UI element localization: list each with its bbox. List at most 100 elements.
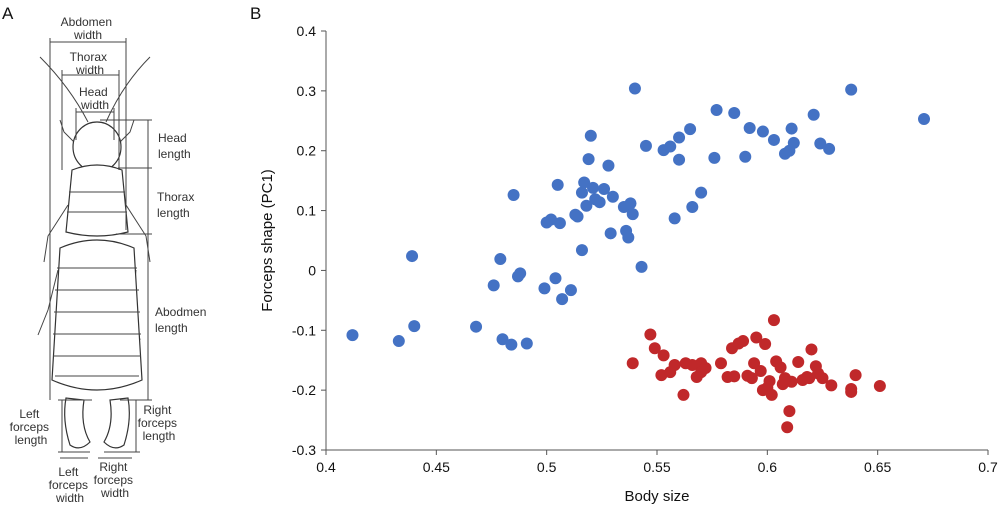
- data-point-series-1: [507, 189, 520, 202]
- data-point-series-1: [695, 186, 708, 199]
- data-point-series-1: [668, 212, 681, 225]
- data-point-series-2: [714, 357, 727, 370]
- y-tick-label: -0.1: [292, 322, 316, 338]
- annotation-labels: Abdomen width Thorax width Head width He…: [10, 15, 210, 505]
- data-point-series-1: [564, 284, 577, 297]
- data-point-series-1: [664, 140, 677, 153]
- x-tick-label: 0.65: [864, 459, 891, 475]
- abdomen-width-label: Abdomen width: [61, 15, 116, 42]
- data-point-series-1: [602, 159, 615, 172]
- data-point-series-1: [494, 253, 507, 266]
- y-axis-ticks: 0.4 0.3 0.2 0.1 0 -0.1 -0.2 -0.3: [292, 23, 326, 458]
- data-point-series-2: [816, 372, 829, 385]
- y-tick-label: 0.2: [297, 143, 317, 159]
- data-point-series-1: [582, 153, 595, 166]
- data-point-series-1: [756, 125, 769, 138]
- data-point-series-1: [578, 176, 591, 189]
- data-point-series-1: [807, 108, 820, 121]
- earwig-body-drawing: [37, 56, 151, 449]
- data-point-series-2: [825, 379, 838, 392]
- data-point-series-1: [767, 133, 780, 146]
- y-tick-label: -0.2: [292, 382, 316, 398]
- left-mid-leg: [43, 204, 69, 263]
- data-point-series-1: [470, 320, 483, 333]
- data-point-series-1: [604, 227, 617, 240]
- data-point-series-1: [622, 231, 635, 244]
- data-point-series-2: [845, 385, 858, 398]
- data-point-series-2: [792, 356, 805, 369]
- x-tick-label: 0.6: [758, 459, 778, 475]
- data-point-series-1: [785, 122, 798, 135]
- data-point-series-1: [575, 186, 588, 199]
- data-point-series-1: [626, 208, 639, 221]
- data-points: [346, 82, 931, 434]
- data-point-series-2: [873, 379, 886, 392]
- data-point-series-1: [392, 335, 405, 348]
- data-point-series-1: [710, 104, 723, 117]
- x-tick-label: 0.4: [316, 459, 336, 475]
- abdomen-outline: [51, 239, 143, 391]
- data-point-series-1: [639, 139, 652, 152]
- y-tick-label: 0.1: [297, 203, 317, 219]
- data-point-series-1: [673, 153, 686, 166]
- data-point-series-1: [505, 338, 518, 351]
- data-point-series-2: [677, 388, 690, 401]
- data-point-series-1: [845, 83, 858, 96]
- data-point-series-2: [763, 375, 776, 388]
- data-point-series-1: [575, 244, 588, 257]
- data-point-series-2: [728, 370, 741, 383]
- left-antenna: [39, 56, 89, 123]
- data-point-series-2: [759, 338, 772, 351]
- data-point-series-1: [520, 337, 533, 350]
- data-point-series-1: [624, 197, 637, 210]
- data-point-series-1: [743, 121, 756, 134]
- data-point-series-1: [823, 142, 836, 155]
- earwig-diagram-panel: A: [0, 0, 250, 510]
- panel-a-label: A: [2, 4, 14, 23]
- data-point-series-1: [487, 279, 500, 292]
- data-point-series-2: [750, 331, 763, 344]
- data-point-series-2: [765, 388, 778, 401]
- data-point-series-2: [626, 357, 639, 370]
- head-length-label: Head length: [158, 131, 191, 161]
- data-point-series-1: [549, 272, 562, 285]
- data-point-series-1: [593, 196, 606, 209]
- thorax-width-label: Thorax width: [70, 50, 111, 77]
- scatter-panel: B 0.4 0.45 0.5 0.55 0.6 0.65 0.7 0.4 0.3 0.2 0.1 0…: [250, 0, 1000, 510]
- data-point-series-1: [346, 329, 359, 342]
- right-mid-leg: [125, 204, 151, 263]
- x-axis-title: Body size: [624, 488, 689, 505]
- data-point-series-1: [684, 123, 697, 136]
- data-point-series-2: [754, 364, 767, 377]
- data-point-series-1: [496, 333, 509, 346]
- data-point-series-2: [745, 372, 758, 385]
- data-point-series-2: [781, 421, 794, 434]
- data-point-series-2: [644, 328, 657, 341]
- x-tick-label: 0.7: [978, 459, 998, 475]
- abdomen-length-label: Abodmen length: [155, 305, 210, 335]
- y-tick-label: -0.3: [292, 442, 316, 458]
- left-forceps: [64, 397, 91, 449]
- left-forceps-width-label: Left forceps width: [49, 465, 92, 505]
- x-tick-label: 0.45: [423, 459, 450, 475]
- data-point-series-1: [728, 107, 741, 120]
- x-tick-label: 0.5: [537, 459, 557, 475]
- y-axis-title: Forceps shape (PC1): [259, 169, 276, 312]
- x-axis-ticks: 0.4 0.45 0.5 0.55 0.6 0.65 0.7: [316, 450, 998, 475]
- data-point-series-1: [628, 82, 641, 95]
- x-tick-label: 0.55: [643, 459, 670, 475]
- right-forceps: [103, 397, 130, 449]
- data-point-series-1: [514, 267, 527, 280]
- data-point-series-2: [767, 314, 780, 327]
- panel-b-label: B: [250, 4, 261, 23]
- data-point-series-2: [803, 372, 816, 385]
- left-hind-leg: [37, 269, 59, 336]
- data-point-series-1: [708, 151, 721, 164]
- data-point-series-1: [408, 320, 421, 333]
- y-tick-label: 0: [308, 262, 316, 278]
- data-point-series-1: [739, 150, 752, 163]
- data-point-series-2: [774, 361, 787, 374]
- data-point-series-1: [635, 260, 648, 273]
- earwig-diagram: A: [2, 4, 210, 505]
- data-point-series-2: [668, 359, 681, 372]
